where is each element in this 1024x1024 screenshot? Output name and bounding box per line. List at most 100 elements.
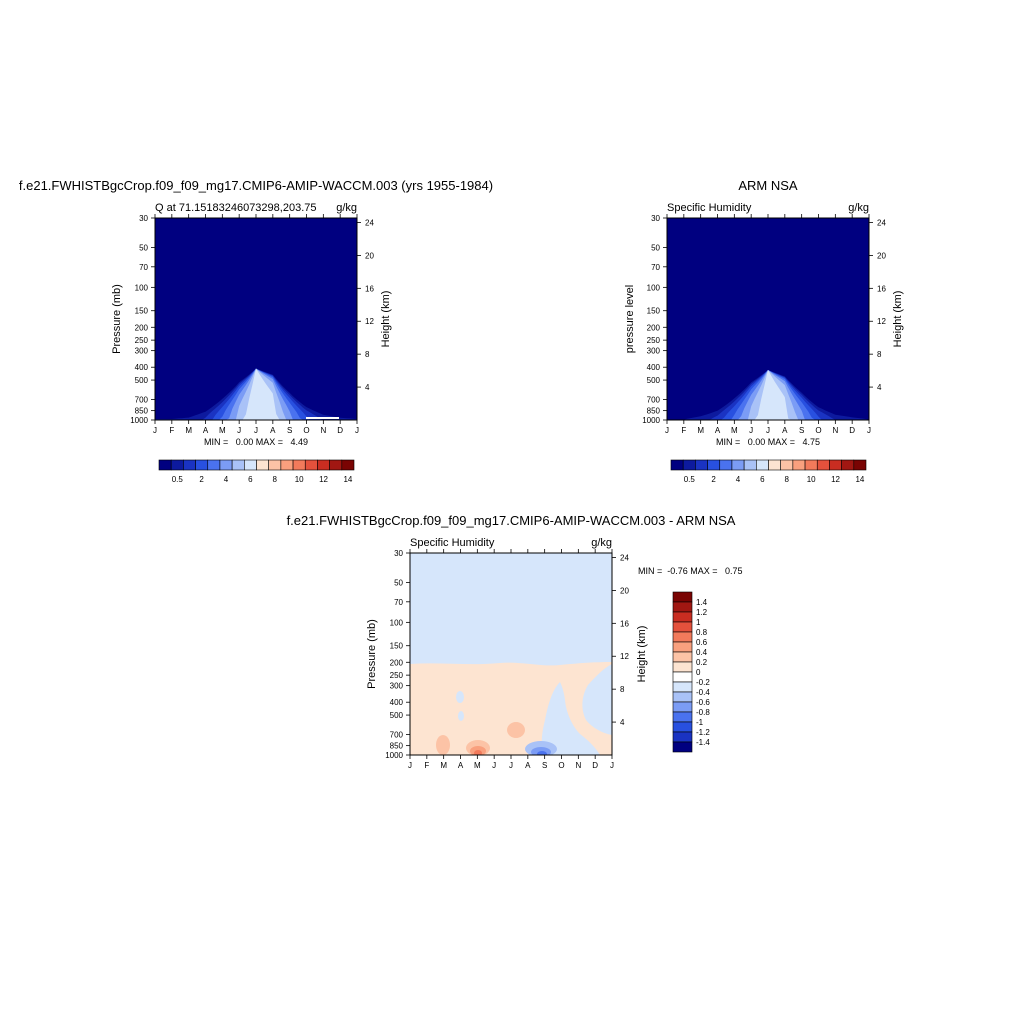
panel-model-ytick-label: 200 [135,323,149,332]
panel-obs-ytick-label: 1000 [642,416,660,425]
panel-diff-colorbar-label: -0.6 [696,698,710,707]
panel-diff-stats: MIN = -0.76 MAX = 0.75 [638,566,743,576]
panel-obs-ytick-right-label: 20 [877,251,886,260]
panel-obs-ytick-label: 100 [647,283,661,292]
panel-diff-colorbar-label: -1 [696,718,704,727]
panel-model-colorbar-swatch [280,459,294,471]
panel-diff-xtick-label: O [558,761,564,770]
panel-model-xtick-label: A [270,426,276,435]
panel-model-xtick-label: F [169,426,174,435]
panel-diff-xtick-label: A [525,761,531,770]
panel-obs-colorbar-swatch [695,459,708,471]
panel-model-xtick-label: M [185,426,192,435]
panel-model-contour-7 [155,368,357,420]
panel-model-xtick-label: S [287,426,292,435]
panel-model-xtick-label: A [203,426,209,435]
panel-obs-xtick-label: F [681,426,686,435]
panel-obs-colorbar-label: 6 [760,475,765,484]
panel-model-ytick-label: 1000 [130,416,148,425]
panel-diff-xtick-label: N [575,761,581,770]
panel-model-colorbar-label: 14 [343,475,352,484]
panel-model-colorbar-swatch [195,459,209,471]
panel-diff-ytick-label: 70 [394,598,403,607]
panel-obs-xtick-label: N [832,426,838,435]
panel-diff-colorbar-swatch [672,611,693,623]
panel-obs-colorbar-swatch [853,459,867,471]
panel-obs-ytick-label: 700 [647,395,661,404]
panel-diff-negative-lobe-east [582,664,612,735]
panel-model: f.e21.FWHISTBgcCrop.f09_f09_mg17.CMIP6-A… [19,178,493,484]
panel-obs-colorbar-swatch [780,459,794,471]
panel-diff-ytick-label: 300 [390,682,404,691]
panel-diff-colorbar-swatch [672,601,693,613]
panel-obs-ytick-label: 150 [647,307,661,316]
panel-obs-xtick-label: O [815,426,821,435]
panel-diff-colorbar-label: -1.4 [696,738,710,747]
panel-diff-ytick-label: 30 [394,549,403,558]
panel-obs-colorbar-swatch [756,459,769,471]
panel-diff-ytick-right-label: 24 [620,553,629,562]
panel-obs-colorbar-swatch [792,459,806,471]
panel-obs-colorbar-swatch [743,459,757,471]
panel-obs-xtick-label: A [782,426,788,435]
panel-model-ytick-label: 50 [139,243,148,252]
panel-diff-subtitle-left: Specific Humidity [410,537,495,549]
panel-obs-ytick-right-label: 16 [877,284,886,293]
panel-diff-colorbar-label: 0.8 [696,628,708,637]
panel-model-colorbar-label: 4 [224,475,229,484]
panel-obs-title: ARM NSA [738,178,798,193]
panel-model-ylabel-right: Height (km) [380,291,392,348]
panel-model-colorbar-swatch [256,459,269,471]
panel-diff-ytick-label: 400 [390,698,404,707]
panel-obs-subtitle-left: Specific Humidity [667,202,752,214]
panel-model-xtick-label: O [303,426,309,435]
panel-model-colorbar-swatch [219,459,233,471]
panel-diff-xtick-label: D [592,761,598,770]
panel-diff-ytick-right-label: 8 [620,685,625,694]
panel-diff-xtick-label: M [440,761,447,770]
panel-diff-negative-spot-2 [458,711,464,721]
panel-diff-ytick-right-label: 20 [620,586,629,595]
panel-diff-colorbar-label: 0.4 [696,648,708,657]
panel-diff-units: g/kg [591,537,612,549]
panel-obs-ytick-label: 200 [647,323,661,332]
panel-diff-colorbar-swatch [672,681,693,693]
panel-model-xtick-label: J [355,426,359,435]
panel-model-colorbar-swatch [207,459,221,471]
panel-obs-ytick-label: 30 [651,214,660,223]
panel-model-axes: J F M A M J J A S O N D J 30 50 70 100 150 200 250 300 400 500… [130,214,374,435]
panel-model-ytick-right-label: 20 [365,251,374,260]
panel-obs-colorbar-label: 14 [855,475,864,484]
panel-diff-colorbar-swatch [672,701,693,713]
panel-diff-colorbar-label: 1.2 [696,608,708,617]
panel-obs-colorbar-swatch [682,459,696,471]
panel-obs-colorbar-swatch [719,459,733,471]
panel-model-ytick-label: 100 [135,283,149,292]
panel-model-missing-strip [306,417,339,419]
panel-diff-plot-area [410,553,612,755]
panel-model-colorbar-swatch [341,459,355,471]
panel-diff-colorbar-swatch [672,651,693,663]
panel-model-colorbar-swatch [292,459,306,471]
panel-diff-xtick-label: J [492,761,496,770]
panel-diff-colorbar-swatch [672,691,693,703]
panel-obs-colorbar-label: 2 [711,475,716,484]
panel-model-colorbar-label: 6 [248,475,253,484]
panel-diff-colorbar-label: -0.2 [696,678,710,687]
panel-diff-ytick-label: 250 [390,671,404,680]
panel-diff-xtick-label: J [509,761,513,770]
panel-diff-colorbar-label: -0.4 [696,688,710,697]
panel-obs-axes: J F M A M J J A S O N D J 30 50 70 100 150 200 250 300 400 500… [642,214,886,435]
panel-model-units: g/kg [336,202,357,214]
panel-diff-ytick-label: 850 [390,742,404,751]
panel-model-ytick-label: 250 [135,336,149,345]
panel-diff-xtick-label: A [458,761,464,770]
panel-obs-xtick-label: J [665,426,669,435]
panel-model-colorbar-swatch [170,459,184,471]
panel-model-title: f.e21.FWHISTBgcCrop.f09_f09_mg17.CMIP6-A… [19,178,493,193]
panel-diff-ytick-label: 150 [390,642,404,651]
panel-model-xtick-label: J [237,426,241,435]
panel-diff-colorbar-swatch [672,631,693,643]
panel-diff-colorbar-label: 0 [696,668,701,677]
panel-diff-colorbar-label: -0.8 [696,708,710,717]
